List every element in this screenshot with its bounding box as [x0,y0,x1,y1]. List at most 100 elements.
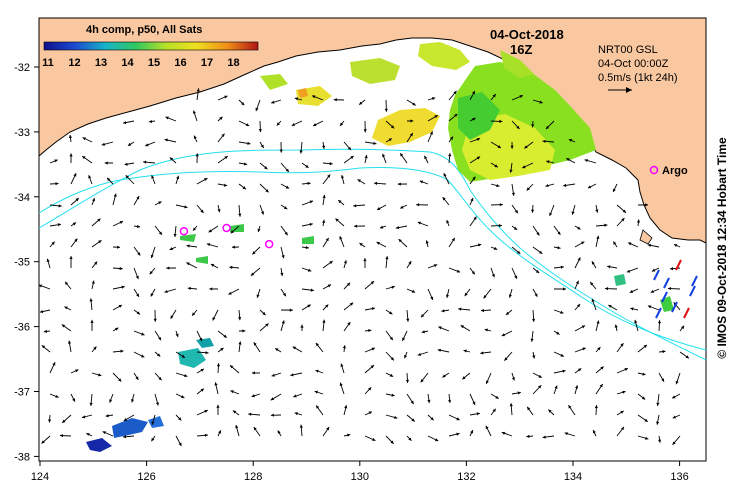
current-arrow-head [251,394,255,398]
current-arrow-head [363,258,367,262]
current-arrow-head [347,146,351,151]
current-arrow-head [470,430,474,434]
current-arrow-head [514,275,518,279]
current-arrow-head [243,162,248,166]
current-arrow-head [456,432,460,436]
current-arrow-head [656,421,660,425]
current-arrow-head [668,286,672,291]
sst-patch-blue2 [112,418,148,438]
current-arrow-head [542,435,546,439]
current-arrow-head [379,225,384,229]
current-arrow-head [449,136,454,140]
map-date: 04-Oct-2018 [490,27,564,42]
current-arrow-head [305,164,309,168]
current-arrow-head [339,382,343,386]
current-arrow-head [409,132,413,137]
current-arrow-head [448,399,452,403]
sst-patch-cyan [178,348,206,368]
current-arrow-head [480,351,484,355]
current-arrow-head [290,373,294,377]
current-arrow-head [661,378,665,382]
current-arrow-head [535,269,540,273]
current-arrow-head [204,178,208,182]
current-arrow-head [404,354,408,359]
current-arrow-head [238,317,242,321]
current-arrow-head [230,390,234,394]
current-arrow-head [309,200,314,204]
current-arrow-head [647,305,652,309]
current-arrow-head [408,261,412,265]
current-arrow-head [333,98,337,102]
current-arrow-head [431,97,436,101]
y-axis: -32 -33 -34 -35 -36 -37 -38 [14,62,39,463]
current-arrow-head [294,412,298,416]
current-arrow-head [672,415,677,419]
current-arrow-head [526,434,530,438]
current-arrow-head [471,91,475,95]
current-arrow-head [120,349,124,353]
current-arrow-head [145,143,149,147]
current-arrow-head [206,243,211,247]
current-arrow-head [43,329,48,333]
current-arrow-head [596,235,600,240]
current-arrow-head [181,395,185,399]
current-arrow-head [402,337,406,341]
current-arrow-head [531,124,535,128]
current-arrow-head [158,201,162,205]
current-arrow-head [123,417,128,421]
coastline-land [38,17,707,244]
current-arrow-head [408,437,412,441]
current-arrow-head [584,159,588,163]
current-arrow-head [496,184,500,188]
current-arrow-head [557,246,561,250]
current-arrow-head [538,385,542,389]
current-arrow-head [299,150,303,154]
current-arrow-head [511,377,515,381]
current-arrow-head [562,287,566,291]
sst-patch-teal [196,338,214,348]
current-arrow-head [275,348,279,352]
current-arrow-head [420,314,425,318]
current-arrow-head [556,331,560,335]
current-arrow-head [388,138,392,142]
current-arrow-head [549,212,553,216]
current-arrow-head [276,122,280,126]
current-arrow-head [624,368,628,372]
current-arrow-head [281,320,285,324]
current-arrow-head [339,236,343,240]
current-arrow-head [229,365,234,369]
colorbar: 4h comp, p50, All Sats 11 12 13 14 15 16 17 18 [42,24,259,69]
current-arrow-head [175,333,179,337]
sst-patch-center [372,108,440,146]
current-arrow-head [224,156,228,160]
current-arrow-head [82,156,86,160]
current-arrow-head [389,336,393,341]
current-arrow-head [322,219,326,224]
current-arrow-head [441,309,445,313]
current-arrow-head [347,433,351,437]
colorbar-tick-label: 12 [68,57,80,69]
current-arrow-head [196,88,200,92]
current-arrow-head [563,183,567,187]
current-arrow-head [509,169,513,173]
current-arrow-head [257,228,261,233]
current-arrow-head [516,125,520,129]
sst-patch-orange [298,88,308,98]
current-arrow-head [641,396,646,400]
current-arrow-head [448,153,452,157]
current-arrow-head [123,121,127,125]
current-arrow-head [307,304,311,308]
current-arrow-head [385,256,389,260]
current-time: 04-Oct 00:00Z [598,58,669,70]
current-arrow-head [604,223,608,227]
current-arrow-head [57,223,61,227]
current-arrow-head [164,138,168,142]
current-arrow-head [277,430,281,434]
current-arrow-head [499,119,503,123]
current-arrow-head [82,415,86,419]
current-arrow-head [534,293,538,297]
current-arrow-head [158,336,162,341]
current-arrow-head [359,101,363,105]
current-arrow-head [516,250,521,254]
current-arrow-head [596,320,600,324]
